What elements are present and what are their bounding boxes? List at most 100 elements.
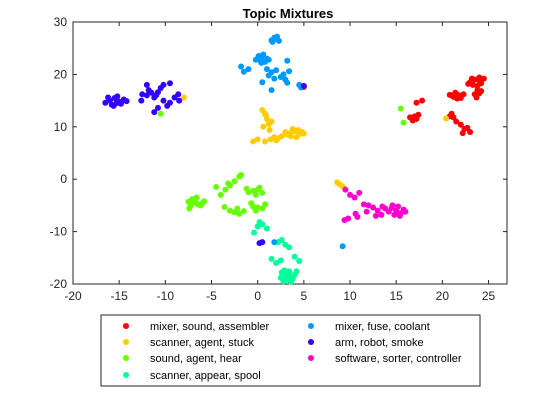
data-point (268, 87, 275, 94)
data-point (378, 211, 385, 218)
x-tick-label: -5 (206, 289, 217, 303)
data-point (402, 208, 409, 215)
data-point (263, 66, 270, 73)
data-point (342, 186, 349, 193)
data-point (293, 134, 300, 141)
data-point (415, 111, 422, 118)
legend-marker (123, 355, 129, 361)
data-point (105, 94, 112, 101)
data-point (363, 208, 370, 215)
data-point (238, 172, 245, 179)
data-point (360, 201, 367, 208)
data-point (289, 125, 296, 132)
data-point (250, 138, 257, 145)
data-point (468, 75, 475, 82)
data-point (154, 104, 161, 111)
data-point (394, 209, 401, 216)
data-point (453, 118, 460, 125)
data-point (113, 100, 120, 107)
data-point (356, 189, 363, 196)
data-point (300, 82, 307, 89)
data-point (234, 205, 241, 212)
data-point (354, 213, 361, 220)
data-point (478, 88, 485, 95)
data-point (243, 185, 250, 192)
data-point (231, 178, 238, 185)
data-point (123, 98, 130, 105)
data-point (341, 217, 348, 224)
data-point (293, 268, 300, 275)
data-point (372, 212, 379, 219)
data-point (277, 257, 284, 264)
data-point (395, 203, 402, 210)
data-point (464, 124, 471, 131)
x-tick-label: 20 (436, 289, 450, 303)
data-point (143, 81, 150, 88)
data-point (452, 89, 459, 96)
y-tick-label: -20 (50, 277, 68, 291)
data-point (400, 119, 407, 126)
data-point (256, 184, 263, 191)
x-tick-label: -20 (64, 289, 82, 303)
series-4 (238, 33, 346, 250)
data-point (102, 99, 109, 106)
data-point (118, 100, 125, 107)
data-point (284, 57, 291, 64)
data-point (138, 97, 145, 104)
data-point (151, 109, 158, 116)
y-tick-label: 30 (54, 15, 68, 29)
data-point (193, 194, 200, 201)
data-point (287, 133, 294, 140)
data-point (151, 94, 158, 101)
data-point (281, 267, 288, 274)
data-point (291, 253, 298, 260)
legend-label: sound, agent, hear (150, 353, 242, 365)
legend: mixer, sound, assembler scanner, agent, s… (100, 314, 481, 387)
scatter-points (102, 33, 487, 285)
series-3 (250, 219, 303, 285)
data-point (259, 79, 266, 86)
data-point (347, 191, 354, 198)
data-point (176, 97, 183, 104)
legend-marker (123, 323, 129, 329)
data-point (189, 196, 196, 203)
data-point (266, 126, 273, 133)
data-point (273, 260, 280, 267)
data-point (389, 202, 396, 209)
data-point (263, 225, 270, 232)
data-point (476, 74, 483, 81)
data-point (252, 56, 259, 63)
data-point (262, 138, 269, 145)
data-point (278, 236, 285, 243)
data-point (259, 189, 266, 196)
data-point (397, 105, 404, 112)
x-tick-label: -15 (110, 289, 128, 303)
data-point (274, 33, 281, 40)
data-point (300, 130, 307, 137)
data-point (336, 181, 343, 188)
legend-items: mixer, sound, assembler scanner, agent, s… (123, 321, 462, 382)
data-point (166, 80, 173, 87)
y-tick-label: -10 (50, 225, 68, 239)
x-tick-label: 15 (390, 289, 404, 303)
data-point (145, 87, 152, 94)
data-point (465, 80, 472, 87)
data-point (262, 112, 269, 119)
data-point (143, 92, 150, 99)
data-point (370, 204, 377, 211)
data-point (282, 129, 289, 136)
legend-label: scanner, agent, stuck (150, 337, 254, 349)
data-point (240, 68, 247, 75)
data-point (269, 38, 276, 45)
data-point (374, 207, 381, 214)
data-point (296, 257, 303, 264)
data-point (419, 97, 426, 104)
data-point (278, 133, 285, 140)
series-6 (341, 186, 409, 224)
series-0 (300, 74, 487, 137)
data-point (365, 202, 372, 209)
data-point (379, 203, 386, 210)
x-tick-label: -10 (157, 289, 175, 303)
data-point (250, 229, 257, 236)
data-point (287, 278, 294, 285)
